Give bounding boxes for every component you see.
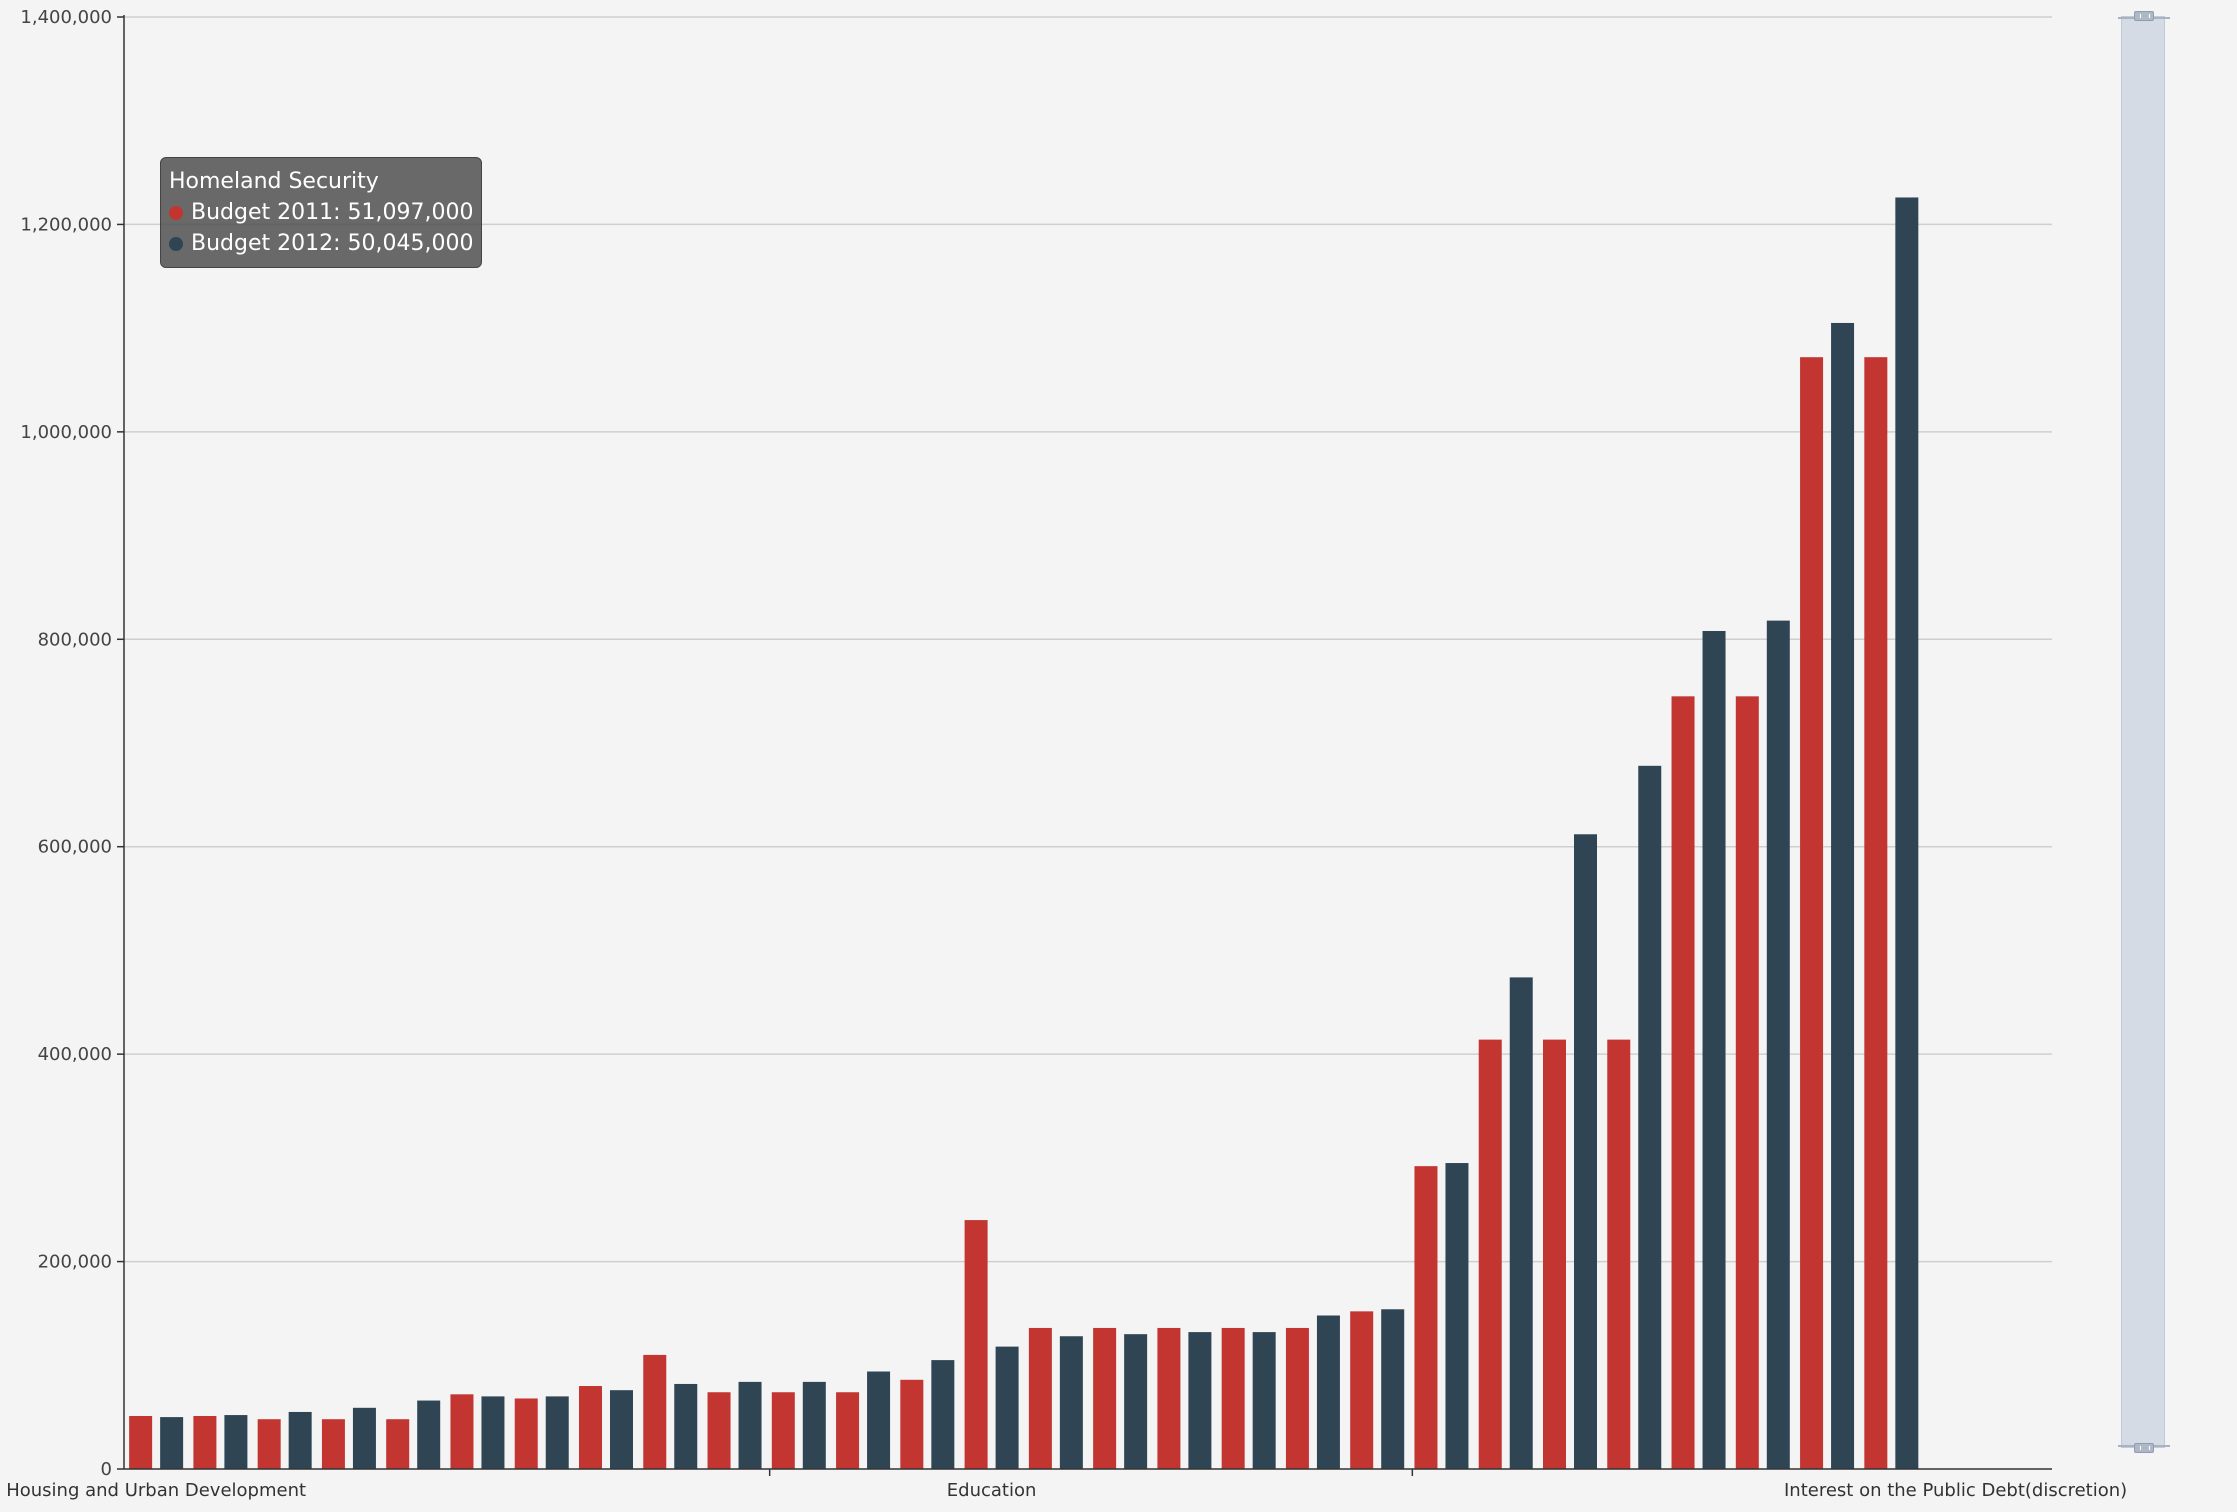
bar-2011[interactable] — [1157, 1327, 1181, 1469]
chart-tooltip: Homeland Security Budget 2011: 51,097,00… — [160, 157, 483, 268]
bar-2012[interactable] — [352, 1407, 376, 1469]
x-tick-label: Education — [947, 1480, 1037, 1501]
bar-2012[interactable] — [481, 1396, 505, 1469]
bar-2012[interactable] — [160, 1417, 184, 1469]
bar-2012[interactable] — [224, 1415, 248, 1469]
bar-2012[interactable] — [545, 1396, 569, 1469]
y-tick-label: 0 — [101, 1459, 112, 1480]
bar-2012[interactable] — [1188, 1332, 1212, 1469]
bar-2011[interactable] — [193, 1416, 217, 1469]
tooltip-value-2012: Budget 2012: 50,045,000 — [191, 231, 474, 256]
bar-2012[interactable] — [1895, 197, 1919, 1469]
y-tick-label: 400,000 — [38, 1044, 112, 1065]
x-axis: Housing and Urban Development Education In… — [6, 1468, 2127, 1501]
y-tick-label: 1,200,000 — [20, 214, 112, 235]
tooltip-title: Homeland Security — [169, 169, 379, 194]
y-tick-label: 200,000 — [38, 1252, 112, 1273]
y-tick-label: 600,000 — [38, 837, 112, 858]
bar-2011[interactable] — [1864, 357, 1888, 1469]
bar-2011[interactable] — [643, 1354, 667, 1469]
bar-2011[interactable] — [1221, 1327, 1245, 1469]
bar-2012[interactable] — [674, 1383, 698, 1469]
bar-2011[interactable] — [1671, 696, 1695, 1469]
bar-2011[interactable] — [1478, 1039, 1502, 1469]
bar-2011[interactable] — [1414, 1166, 1438, 1469]
bar-2012[interactable] — [1509, 977, 1533, 1469]
bar-2012[interactable] — [1445, 1163, 1469, 1469]
data-zoom-slider[interactable] — [2118, 11, 2170, 1453]
bar-2011[interactable] — [707, 1392, 731, 1469]
y-tick-label: 1,400,000 — [20, 7, 112, 28]
bar-2012[interactable] — [1124, 1334, 1148, 1469]
x-tick-label: Interest on the Public Debt(discretion) — [1784, 1480, 2127, 1501]
y-tick-label: 1,000,000 — [20, 422, 112, 443]
bar-2012[interactable] — [802, 1381, 826, 1469]
bar-2012[interactable] — [1316, 1315, 1340, 1469]
bar-2011[interactable] — [1028, 1327, 1052, 1469]
series-2011-dot-icon — [169, 206, 183, 220]
bar-2012[interactable] — [1252, 1332, 1276, 1469]
bar-2012[interactable] — [931, 1360, 955, 1469]
bar-2011[interactable] — [514, 1398, 538, 1469]
bar-2012[interactable] — [1574, 834, 1597, 1469]
y-tick-label: 800,000 — [38, 629, 112, 650]
bar-2011[interactable] — [257, 1419, 281, 1469]
tooltip-row-2011: Budget 2011: 51,097,000 — [169, 197, 473, 228]
bars — [129, 197, 1919, 1469]
bar-2012[interactable] — [995, 1346, 1019, 1469]
bar-2012[interactable] — [610, 1390, 633, 1469]
series-2012-dot-icon — [169, 237, 183, 251]
y-axis: 0 200,000 400,000 600,000 800,000 1,000,000 1,… — [20, 7, 125, 1480]
bar-2012[interactable] — [1381, 1309, 1405, 1469]
bar-2012[interactable] — [1831, 322, 1855, 1469]
bar-2011[interactable] — [1093, 1327, 1117, 1469]
x-tick-label: Housing and Urban Development — [6, 1480, 306, 1501]
bar-2012[interactable] — [1059, 1336, 1083, 1469]
bar-2011[interactable] — [900, 1379, 924, 1469]
bar-2012[interactable] — [1702, 630, 1726, 1469]
tooltip-row-2012: Budget 2012: 50,045,000 — [169, 228, 473, 259]
bar-2011[interactable] — [964, 1220, 988, 1469]
tooltip-value-2011: Budget 2011: 51,097,000 — [191, 200, 474, 225]
bar-2011[interactable] — [129, 1416, 153, 1469]
bar-2011[interactable] — [450, 1394, 474, 1469]
bar-2012[interactable] — [738, 1381, 762, 1469]
bar-2012[interactable] — [288, 1411, 312, 1469]
bar-2011[interactable] — [386, 1419, 410, 1469]
bar-2011[interactable] — [1350, 1311, 1374, 1469]
bar-2011[interactable] — [579, 1386, 602, 1469]
bar-2011[interactable] — [1607, 1039, 1631, 1469]
bar-2011[interactable] — [1735, 696, 1759, 1469]
bar-2011[interactable] — [321, 1419, 345, 1469]
bar-2011[interactable] — [1285, 1327, 1309, 1469]
zoom-handle-top-icon[interactable] — [2134, 11, 2154, 21]
bar-2012[interactable] — [417, 1400, 441, 1469]
bar-2011[interactable] — [771, 1392, 795, 1469]
bar-2011[interactable] — [1543, 1039, 1566, 1469]
bar-2011[interactable] — [1800, 357, 1824, 1469]
bar-2011[interactable] — [836, 1392, 860, 1469]
bar-2012[interactable] — [867, 1371, 891, 1469]
bar-2012[interactable] — [1638, 765, 1662, 1469]
bar-2012[interactable] — [1766, 620, 1790, 1469]
zoom-handle-bottom-icon[interactable] — [2134, 1443, 2154, 1453]
